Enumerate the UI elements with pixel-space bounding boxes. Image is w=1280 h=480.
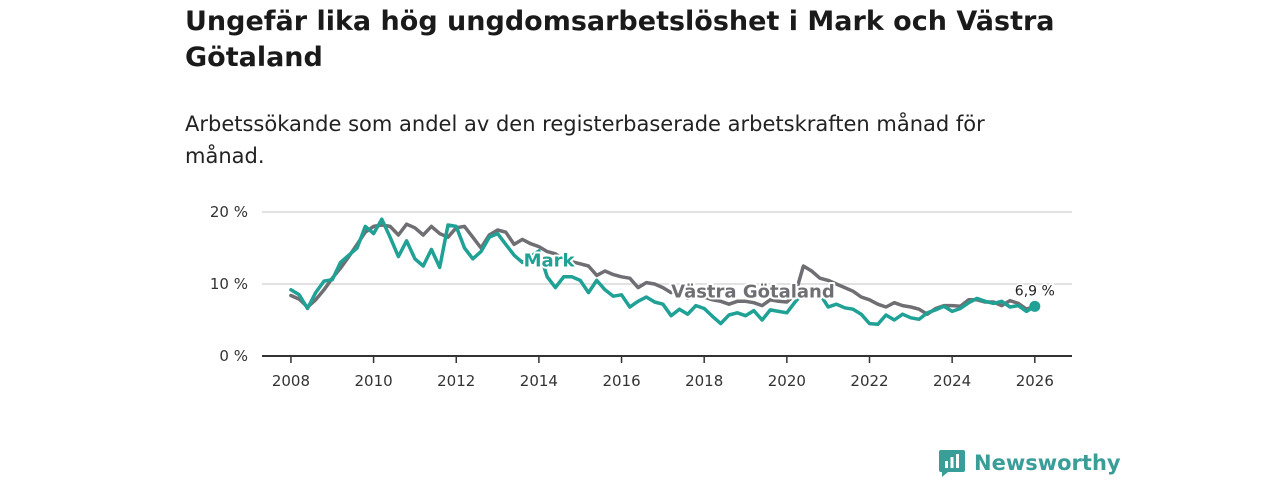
- y-tick-label: 0 %: [219, 347, 248, 365]
- series-label-vastra-gotaland: Västra Götaland: [671, 282, 835, 303]
- x-tick-label: 2018: [685, 372, 723, 390]
- newsworthy-logo-icon: [939, 450, 965, 477]
- y-tick-label: 20 %: [210, 203, 248, 221]
- x-tick-label: 2026: [1016, 372, 1054, 390]
- series-line-mark: [289, 217, 1037, 327]
- brand-name: Newsworthy: [974, 451, 1121, 475]
- end-point-marker: [1029, 300, 1041, 312]
- x-tick-label: 2010: [354, 372, 392, 390]
- series-label-mark: Mark: [524, 251, 576, 272]
- gridlines: [262, 211, 1072, 285]
- x-tick-label: 2014: [520, 372, 558, 390]
- x-tick-label: 2008: [272, 372, 310, 390]
- end-value-label: 6,9 %: [1015, 283, 1055, 299]
- x-tick-label: 2020: [768, 372, 806, 390]
- y-tick-label: 10 %: [210, 275, 248, 293]
- y-axis-tick-labels: 0 % 10 % 20 %: [210, 203, 248, 365]
- series-labels: Västra Götaland Mark 6,9 %: [522, 249, 1057, 305]
- series-lines: [289, 217, 1041, 327]
- chart-subtitle: Arbetssökande som andel av den registerb…: [185, 112, 985, 168]
- series-line-vastra-gotaland: [289, 222, 1037, 316]
- x-tick-label: 2024: [933, 372, 971, 390]
- x-tick-label: 2022: [850, 372, 888, 390]
- x-tick-label: 2012: [437, 372, 475, 390]
- newsworthy-logo: Newsworthy: [938, 448, 1121, 478]
- x-axis: 2008 2010 2012 2014 2016 2018 2020 2022 2024 2026: [272, 356, 1054, 390]
- chart-title: Ungefär lika hög ungdomsarbetslöshet i M…: [185, 6, 1055, 73]
- x-tick-label: 2016: [602, 372, 640, 390]
